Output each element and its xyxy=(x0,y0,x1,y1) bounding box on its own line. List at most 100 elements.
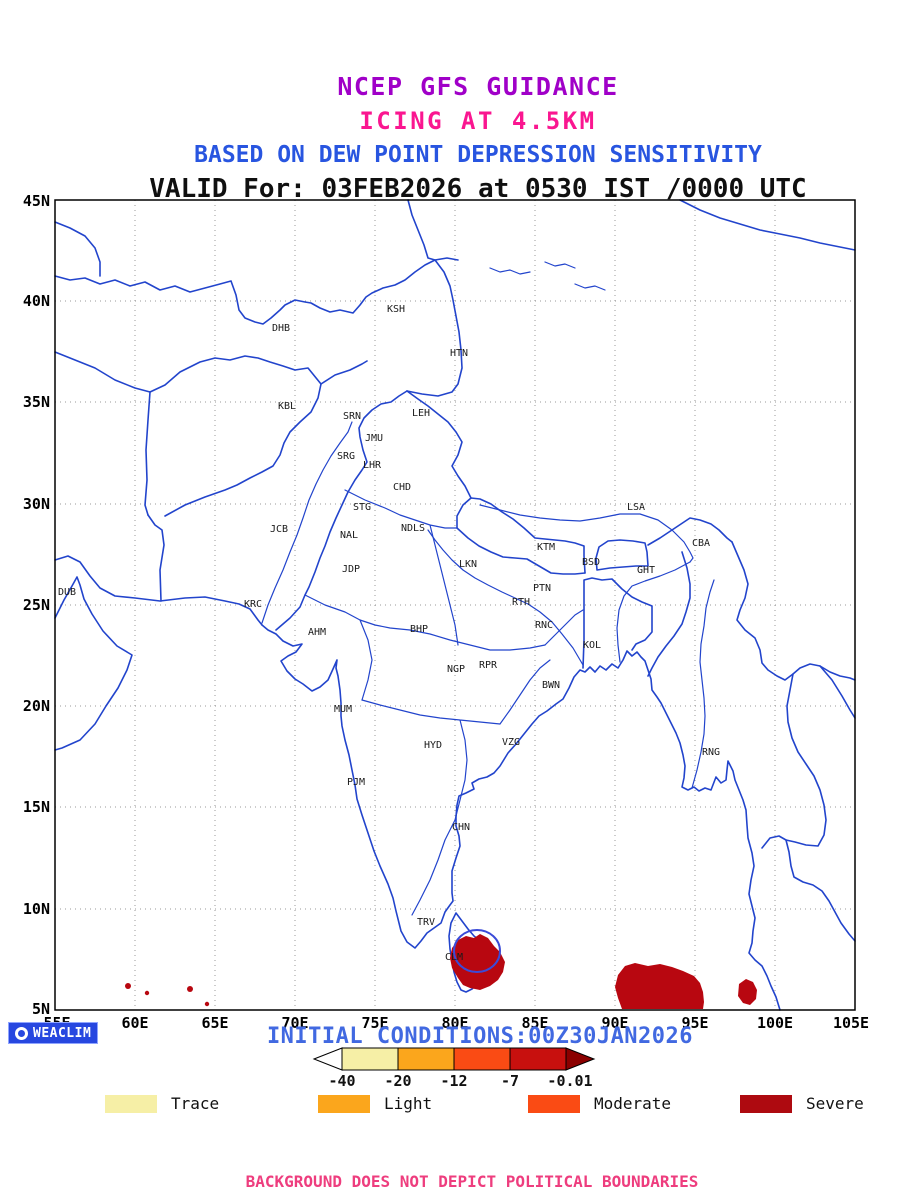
icing-patch-bay-of-bengal xyxy=(615,963,704,1009)
title-model: NCEP GFS GUIDANCE xyxy=(337,72,619,101)
legend-label-light: Light xyxy=(384,1094,433,1113)
city-label: SRG xyxy=(337,451,355,462)
state-borders-1 xyxy=(304,594,546,701)
city-label: KBL xyxy=(278,401,296,412)
lat-tick-label: 10N xyxy=(23,900,50,918)
city-label: RTH xyxy=(512,597,530,608)
vietnam-border xyxy=(819,665,856,719)
city-label: NGP xyxy=(447,664,465,675)
lon-tick-label: 100E xyxy=(757,1014,793,1032)
weaclim-logo: WEACLIM xyxy=(8,1022,99,1044)
brahmaputra-river xyxy=(616,561,691,663)
legend-label-severe: Severe xyxy=(806,1094,864,1113)
legend-item-light: Light xyxy=(318,1094,432,1113)
city-label: SRN xyxy=(343,411,361,422)
indus-river xyxy=(261,421,353,624)
china-west-border xyxy=(406,199,463,397)
afghan-pak-border xyxy=(164,383,322,517)
makran-coast xyxy=(54,555,263,626)
scale-tick-label: -7 xyxy=(501,1072,519,1090)
lat-tick-label: 20N xyxy=(23,697,50,715)
city-label: DHB xyxy=(272,323,290,334)
city-label: LKN xyxy=(459,559,477,570)
city-label: KRC xyxy=(244,599,262,610)
city-label: DUB xyxy=(58,587,76,598)
city-label: TRV xyxy=(417,917,435,928)
initial-conditions-text: INITIAL CONDITIONS:00Z30JAN2026 xyxy=(266,1024,694,1049)
legend-item-severe: Severe xyxy=(740,1094,864,1113)
trace-swatch xyxy=(105,1094,157,1113)
icing-speck-2 xyxy=(144,990,150,996)
topright-border xyxy=(679,199,856,251)
disclaimer-text: BACKGROUND DOES NOT DEPICT POLITICAL BOU… xyxy=(245,1172,699,1191)
title-valid-time: VALID For: 03FEB2026 at 0530 IST /0000 U… xyxy=(149,174,807,204)
title-block: NCEP GFS GUIDANCE ICING AT 4.5KM BASED O… xyxy=(58,0,898,204)
lon-tick-label: 85E xyxy=(521,1014,548,1032)
lat-tick-label: 40N xyxy=(23,292,50,310)
legend-item-moderate: Moderate xyxy=(528,1094,671,1113)
moderate-swatch xyxy=(528,1094,580,1113)
scale-tick-label: -0.01 xyxy=(547,1072,592,1090)
light-swatch xyxy=(318,1094,370,1113)
india-myanmar-border xyxy=(647,551,691,677)
icing-patch-srilanka xyxy=(450,934,505,990)
india-pak-border xyxy=(275,390,408,631)
state-borders-2 xyxy=(344,489,459,646)
thai-laos-border xyxy=(785,673,827,847)
lon-tick-label: 90E xyxy=(601,1014,628,1032)
city-label: STG xyxy=(353,502,371,513)
lon-tick-label: 95E xyxy=(681,1014,708,1032)
himalaya-border xyxy=(406,390,472,499)
state-borders-4 xyxy=(411,609,584,916)
weaclim-logo-text: WEACLIM xyxy=(33,1025,92,1041)
china-myanmar-laos-border xyxy=(731,541,856,681)
title-product: ICING AT 4.5KM xyxy=(359,107,597,135)
city-label: CHD xyxy=(393,482,411,493)
legend-item-trace: Trace xyxy=(105,1094,219,1113)
city-labels: DHB KSH HTN KBL SRN LEH JMU SRG LHR CHD … xyxy=(58,304,720,963)
legend-label-moderate: Moderate xyxy=(594,1094,672,1113)
city-label: LSA xyxy=(627,502,645,513)
city-label: BHP xyxy=(410,624,428,635)
scale-right-arrow xyxy=(565,1047,596,1071)
city-label: PJM xyxy=(347,777,365,788)
map-canvas: DHB KSH HTN KBL SRN LEH JMU SRG LHR CHD … xyxy=(23,195,869,1032)
scale-segment-severe xyxy=(509,1047,567,1071)
scale-tick-label: -12 xyxy=(440,1072,467,1090)
lat-tick-label: 30N xyxy=(23,495,50,513)
severe-swatch xyxy=(740,1094,792,1113)
bhutan-border xyxy=(595,539,649,571)
city-label: KSH xyxy=(387,304,405,315)
icing-speck-1 xyxy=(125,983,131,989)
map-frame xyxy=(54,199,856,1011)
city-label: GHT xyxy=(637,565,655,576)
city-label: LHR xyxy=(363,460,382,471)
nepal-north-border xyxy=(456,497,586,574)
lat-tick-label: 15N xyxy=(23,798,50,816)
city-label: BWN xyxy=(542,680,560,691)
city-label: LEH xyxy=(412,408,430,419)
city-label: RNG xyxy=(702,747,720,758)
afghan-north-border xyxy=(149,355,368,393)
city-label: CLM xyxy=(445,952,463,963)
color-scale: -40 -20 -12 -7 -0.01 xyxy=(312,1047,596,1090)
india-coastline xyxy=(261,624,781,1011)
city-label: NAL xyxy=(340,530,358,541)
city-label: AHM xyxy=(308,627,326,638)
city-label: VZG xyxy=(502,737,520,748)
axis-labels: 45N 40N 35N 30N 25N 20N 15N 10N 5N 55E 6… xyxy=(23,195,869,1032)
lon-tick-label: 75E xyxy=(361,1014,388,1032)
coastlines-and-borders xyxy=(54,199,856,1011)
city-label: RNC xyxy=(535,620,553,631)
lat-tick-label: 45N xyxy=(23,195,50,210)
city-label: CBA xyxy=(692,538,710,549)
city-label: NDLS xyxy=(401,523,425,534)
tibet-lakes xyxy=(489,261,606,291)
lat-tick-label: 25N xyxy=(23,596,50,614)
city-label: JCB xyxy=(270,524,288,535)
arunachal-north-border xyxy=(647,517,733,546)
icing-patch-east xyxy=(738,979,757,1005)
topleft-border xyxy=(54,221,101,277)
scale-segment-moderate xyxy=(453,1047,511,1071)
